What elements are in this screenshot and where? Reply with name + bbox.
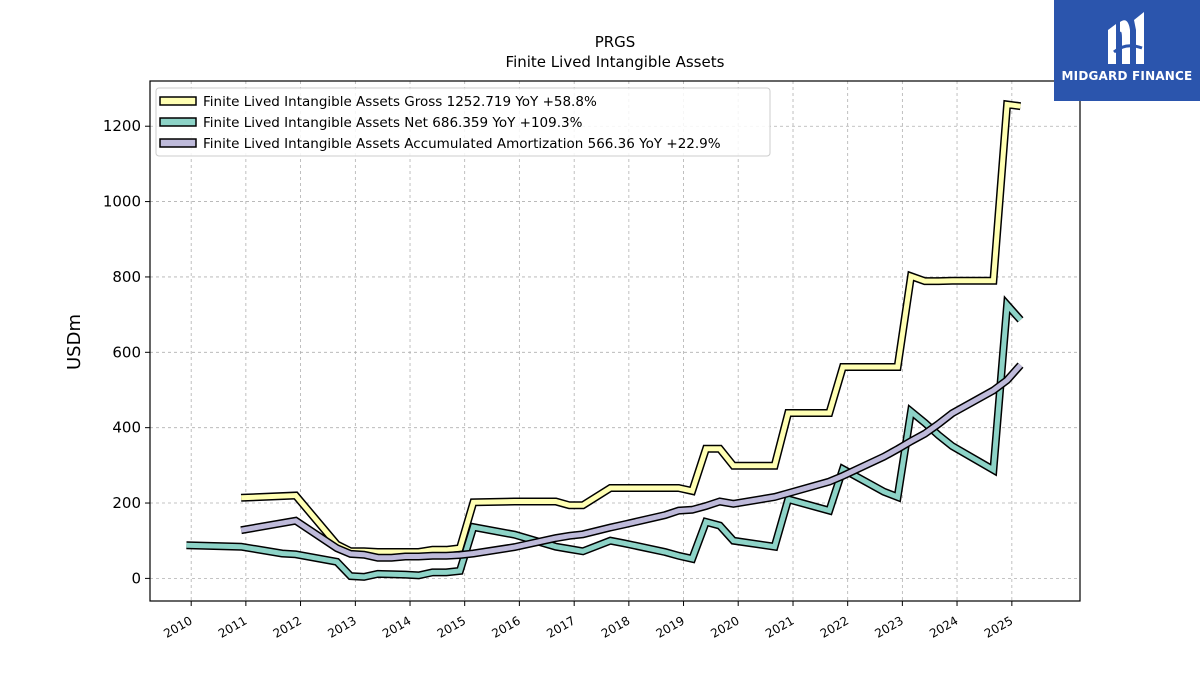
y-tick-label: 600 xyxy=(112,343,141,361)
x-tick-label: 2014 xyxy=(380,613,413,640)
x-tick-label: 2016 xyxy=(489,613,522,640)
x-tick-label: 2018 xyxy=(599,613,632,640)
x-tick-label: 2010 xyxy=(161,613,194,640)
series-line-1 xyxy=(186,298,1023,580)
series-line-0 xyxy=(240,101,1021,555)
axes: 0 200 400 600 800 1000 1200 2010 2011 2012 2013 201… xyxy=(103,117,1016,641)
chart-subtitle: Finite Lived Intangible Assets xyxy=(506,53,725,71)
plot-frame xyxy=(149,80,1081,602)
legend-label-0: Finite Lived Intangible Assets Gross 125… xyxy=(203,94,597,110)
x-tick-label: 2015 xyxy=(435,613,468,640)
series-layer xyxy=(186,99,1024,581)
grid xyxy=(150,81,1080,601)
logo-text: MIDGARD FINANCE xyxy=(1061,69,1193,83)
series-line-2 xyxy=(240,363,1023,561)
y-tick-label: 400 xyxy=(112,419,141,437)
y-tick-label: 1000 xyxy=(103,193,141,211)
legend-label-1: Finite Lived Intangible Assets Net 686.3… xyxy=(203,115,583,131)
x-tick-label: 2012 xyxy=(271,613,304,640)
x-tick-label: 2013 xyxy=(325,613,358,640)
series-outline-1 xyxy=(186,295,1024,581)
x-tick-label: 2025 xyxy=(982,613,1015,640)
y-tick-label: 800 xyxy=(112,268,141,286)
legend-box xyxy=(155,87,771,157)
x-tick-label: 2022 xyxy=(818,613,851,640)
chart-title: PRGS xyxy=(595,33,636,51)
x-tick-label: 2021 xyxy=(763,613,796,640)
logo-mark-icon xyxy=(1108,12,1144,64)
y-tick-label: 0 xyxy=(131,569,141,587)
y-tick-label: 1200 xyxy=(103,117,141,135)
legend-swatch-0 xyxy=(159,96,197,106)
legend-swatch-1 xyxy=(159,117,197,127)
x-tick-label: 2020 xyxy=(708,613,741,640)
brand-logo: MIDGARD FINANCE xyxy=(1054,0,1200,101)
y-tick-label: 200 xyxy=(112,494,141,512)
legend-swatch-2 xyxy=(159,138,197,148)
x-tick-label: 2017 xyxy=(544,613,577,640)
y-axis-label: USDm xyxy=(64,314,85,370)
x-tick-label: 2011 xyxy=(216,613,249,640)
legend: Finite Lived Intangible Assets Gross 125… xyxy=(155,87,771,157)
legend-label-2: Finite Lived Intangible Assets Accumulat… xyxy=(203,136,721,152)
x-tick-label: 2023 xyxy=(872,613,905,640)
x-tick-label: 2019 xyxy=(654,613,687,640)
x-tick-label: 2024 xyxy=(927,613,960,640)
